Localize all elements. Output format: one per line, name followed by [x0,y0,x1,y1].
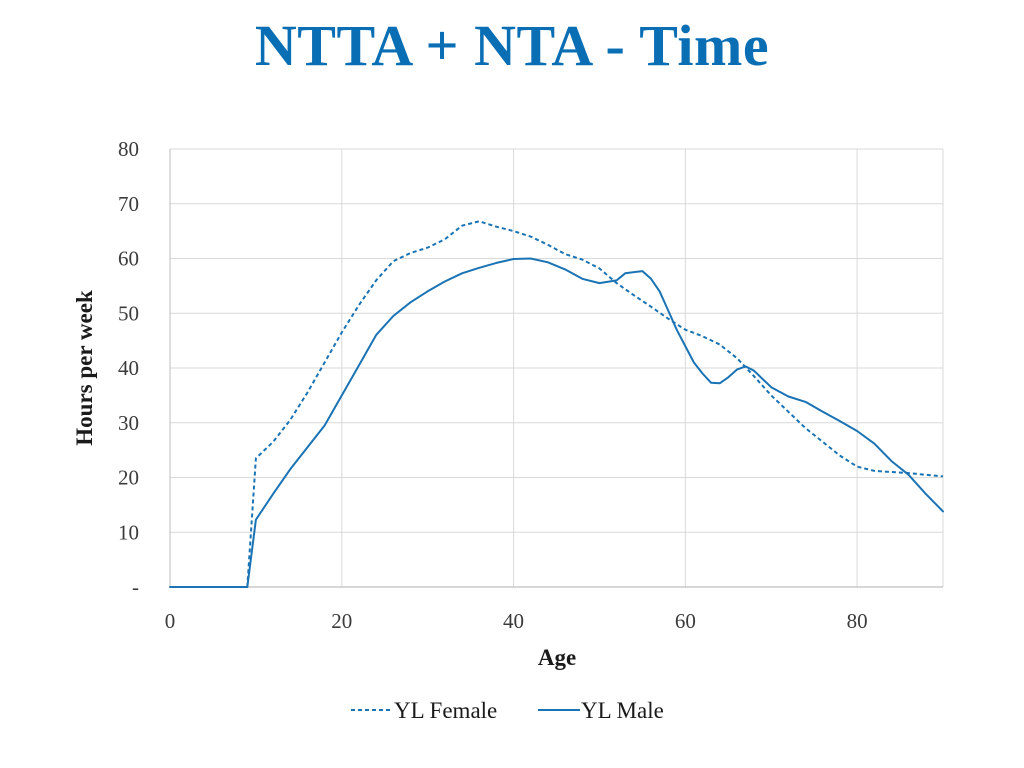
series-line-female [170,220,944,588]
axes [169,149,943,588]
series-line-male [169,257,944,588]
chart-title: NTTA + NTA - Time [254,13,770,78]
legend-label: YL Female [394,698,497,723]
x-tick-label: 80 [847,609,868,633]
x-tick-label: 0 [165,609,176,633]
x-axis-title: Age [538,645,576,670]
y-tick-label: 50 [118,301,139,325]
tick-labels: - 10 20 30 40 50 60 70 80 0 20 40 60 80 [118,137,868,633]
y-tick-label: 30 [118,411,139,435]
y-tick-label: 10 [118,520,139,544]
legend-label: YL Male [581,698,664,723]
x-tick-label: 60 [675,609,696,633]
series-layer [169,220,944,588]
y-tick-label: 60 [118,247,139,271]
y-tick-label: 80 [118,137,139,161]
y-tick-label: 20 [118,466,139,490]
y-axis-title: Hours per week [72,290,97,446]
legend: YL Female YL Male [351,698,664,723]
y-tick-label: 40 [118,356,139,380]
x-tick-label: 20 [331,609,352,633]
y-tick-label: - [132,575,139,599]
x-tick-label: 40 [503,609,524,633]
y-tick-label: 70 [118,192,139,216]
grid [170,148,944,587]
